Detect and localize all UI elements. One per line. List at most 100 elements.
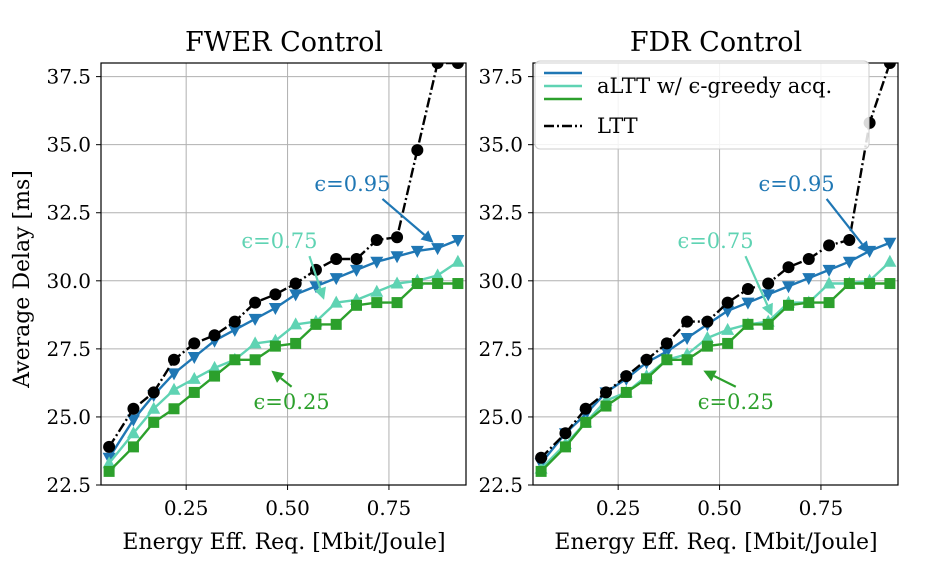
data-point — [822, 264, 836, 277]
y-tick-label: 32.5 — [478, 201, 523, 225]
data-point — [640, 353, 653, 366]
data-point — [431, 63, 444, 69]
data-point — [209, 370, 221, 382]
annotation-arrow-shaft — [744, 255, 769, 306]
y-axis-label: Average Delay [ms] — [10, 170, 35, 389]
data-point — [431, 268, 445, 281]
data-point — [289, 277, 302, 290]
data-point — [289, 317, 303, 330]
y-tick-label: 22.5 — [46, 473, 91, 497]
data-point — [310, 318, 322, 330]
data-point — [290, 337, 302, 349]
data-point — [127, 402, 140, 415]
data-point — [102, 456, 116, 469]
data-point — [722, 337, 734, 349]
y-tick-label: 27.5 — [46, 337, 91, 361]
annotation-arrow-head — [420, 230, 434, 243]
annotation-label: ϵ=0.75 — [241, 229, 317, 253]
data-point — [269, 340, 281, 352]
data-point — [103, 440, 116, 453]
data-point — [721, 322, 735, 335]
data-point — [370, 256, 384, 269]
legend-label-altt: aLTT w/ ϵ-greedy acq. — [597, 74, 832, 98]
annotation-label: ϵ=0.25 — [254, 390, 330, 414]
data-point — [661, 354, 673, 366]
data-point — [600, 386, 612, 399]
data-point — [329, 273, 343, 286]
x-axis-label-fwer: Energy Eff. Req. [Mbit/Joule] — [122, 530, 445, 555]
data-point — [883, 63, 896, 69]
data-point — [248, 313, 262, 326]
y-tick-label: 30.0 — [46, 269, 91, 293]
annotation-arrow-head — [761, 302, 773, 317]
data-point — [188, 337, 201, 350]
annotation-label: ϵ=0.75 — [677, 229, 753, 253]
annotation-arrow-shaft — [825, 198, 864, 245]
data-point — [268, 303, 282, 316]
data-point — [410, 245, 424, 258]
y-tick-label: 37.5 — [46, 65, 91, 89]
annotation-label: ϵ=0.95 — [314, 172, 390, 196]
data-point — [390, 276, 404, 289]
y-tick-label: 25.0 — [478, 405, 523, 429]
data-point — [208, 329, 221, 342]
series-line — [108, 282, 458, 473]
data-point — [883, 237, 897, 250]
series-line — [540, 241, 891, 464]
data-point — [370, 233, 383, 246]
data-point — [660, 346, 674, 359]
x-tick-label: 0.25 — [596, 496, 641, 520]
data-point — [351, 299, 362, 311]
series-line — [108, 260, 459, 464]
data-point — [823, 239, 836, 252]
data-point — [147, 401, 161, 414]
data-point — [681, 315, 694, 328]
data-point — [843, 233, 856, 246]
data-point — [761, 289, 775, 302]
data-point — [762, 277, 775, 290]
data-point — [701, 315, 714, 328]
panel-title-fwer: FWER Control — [185, 27, 383, 58]
data-point — [451, 234, 465, 247]
annotation-arrow-head — [857, 240, 870, 254]
legend-frame — [534, 60, 870, 150]
data-point — [249, 296, 262, 309]
data-point — [350, 253, 363, 266]
data-point — [391, 231, 404, 244]
data-point — [228, 315, 241, 328]
data-point — [411, 278, 423, 290]
y-tick-label: 25.0 — [46, 405, 91, 429]
data-point — [187, 371, 201, 384]
data-point — [822, 276, 836, 289]
annotation-arrow-shaft — [381, 198, 426, 236]
data-point — [579, 402, 592, 415]
data-point — [782, 281, 795, 294]
data-point — [208, 360, 222, 373]
data-point — [884, 278, 896, 290]
x-tick-label: 0.75 — [799, 496, 844, 520]
data-point — [431, 243, 445, 256]
data-point — [167, 368, 181, 381]
series-line — [540, 260, 891, 470]
data-point — [187, 352, 201, 365]
data-point — [660, 337, 673, 350]
annotation-arrow-head — [271, 370, 285, 383]
y-tick-label: 22.5 — [478, 473, 523, 497]
data-point — [721, 296, 734, 309]
data-point — [701, 340, 713, 352]
y-tick-label: 35.0 — [478, 133, 523, 157]
annotation-arrow-shaft — [280, 377, 293, 388]
data-point — [127, 441, 139, 453]
x-tick-label: 0.25 — [164, 496, 209, 520]
panel-title-fdr: FDR Control — [630, 27, 802, 58]
data-point — [741, 282, 754, 295]
data-point — [823, 297, 835, 309]
y-tick-label: 27.5 — [478, 337, 523, 361]
data-point — [802, 253, 815, 266]
panel-fwer-control: 0.25 0.50 0.75 22.5 25.0 27.5 30.0 32.5 35.0 37.5… — [46, 62, 467, 520]
data-point — [842, 256, 856, 269]
annotation-arrow-shaft — [308, 255, 322, 289]
data-point — [269, 288, 282, 301]
x-tick-label: 0.50 — [697, 496, 742, 520]
